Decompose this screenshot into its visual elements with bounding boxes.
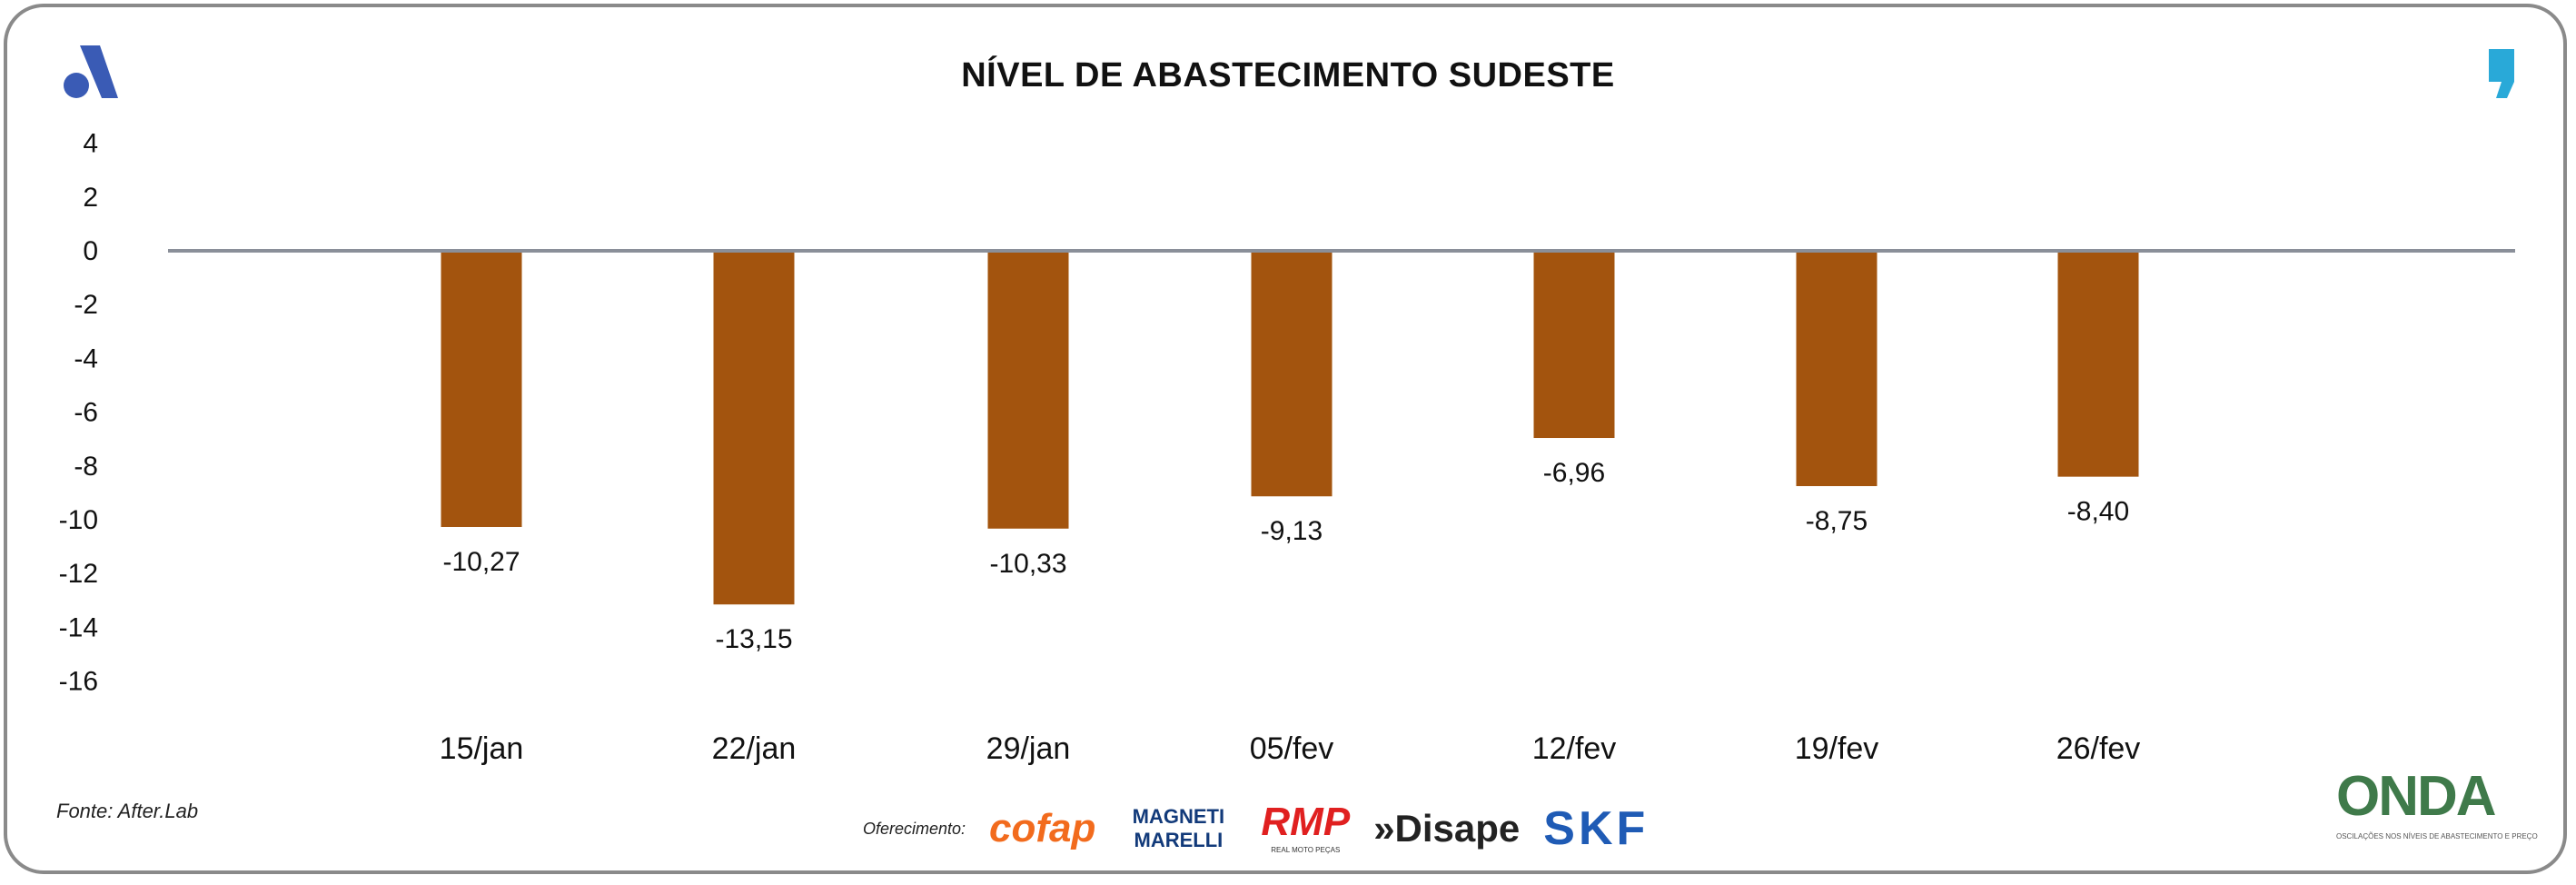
data-label: -8,75 xyxy=(1806,506,1868,536)
data-label: -10,33 xyxy=(989,549,1066,579)
x-tick-label: 29/jan xyxy=(986,731,1071,766)
bar xyxy=(2057,251,2139,477)
data-label: -9,13 xyxy=(1261,516,1323,546)
disape-logo: »Disape xyxy=(1373,807,1521,850)
x-tick-label: 26/fev xyxy=(2056,731,2141,766)
data-label: -10,27 xyxy=(442,547,520,577)
bar xyxy=(1796,251,1878,486)
y-tick-label: -4 xyxy=(74,343,98,373)
x-tick-label: 22/jan xyxy=(712,731,797,766)
chart-frame xyxy=(4,4,2567,874)
y-tick-label: -10 xyxy=(59,505,98,535)
data-label: -13,15 xyxy=(715,624,792,654)
x-tick-label: 15/jan xyxy=(440,731,524,766)
y-tick-label: -6 xyxy=(74,398,98,428)
sponsors-bar: Oferecimento: cofap MAGNETI MARELLI RMP … xyxy=(863,792,1649,865)
y-tick-label: 4 xyxy=(83,129,98,159)
bar xyxy=(713,251,795,605)
y-tick-label: -8 xyxy=(74,452,98,482)
y-tick-label: -12 xyxy=(59,559,98,589)
y-tick-label: -14 xyxy=(59,612,98,642)
y-tick-label: -2 xyxy=(74,290,98,320)
x-tick-label: 05/fev xyxy=(1250,731,1334,766)
bar xyxy=(441,251,522,527)
bar xyxy=(1533,251,1615,439)
y-tick-label: 0 xyxy=(83,236,98,266)
bar xyxy=(1251,251,1333,497)
chart-title: NÍVEL DE ABASTECIMENTO SUDESTE xyxy=(961,56,1615,94)
source-note: Fonte: After.Lab xyxy=(56,800,199,822)
onda-tagline: OSCILAÇÕES NOS NÍVEIS DE ABASTECIMENTO E… xyxy=(2336,832,2538,840)
sponsors-label: Oferecimento: xyxy=(863,819,966,838)
rmp-subtitle: REAL MOTO PEÇAS xyxy=(1271,846,1341,854)
data-label: -6,96 xyxy=(1543,458,1605,488)
rmp-logo: RMP xyxy=(1261,800,1351,844)
y-tick-label: -16 xyxy=(59,667,98,697)
x-tick-label: 19/fev xyxy=(1795,731,1879,766)
magneti-marelli-logo: MAGNETI MARELLI xyxy=(1132,805,1225,851)
skf-logo: SKF xyxy=(1543,802,1650,855)
rmp-logo-group: RMP REAL MOTO PEÇAS xyxy=(1261,802,1350,855)
bar xyxy=(987,251,1069,529)
x-tick-label: 12/fev xyxy=(1532,731,1617,766)
data-label: -8,40 xyxy=(2067,497,2129,527)
y-tick-label: 2 xyxy=(83,183,98,213)
onda-logo: ONDA xyxy=(2336,765,2497,828)
cofap-logo: cofap xyxy=(989,806,1096,850)
